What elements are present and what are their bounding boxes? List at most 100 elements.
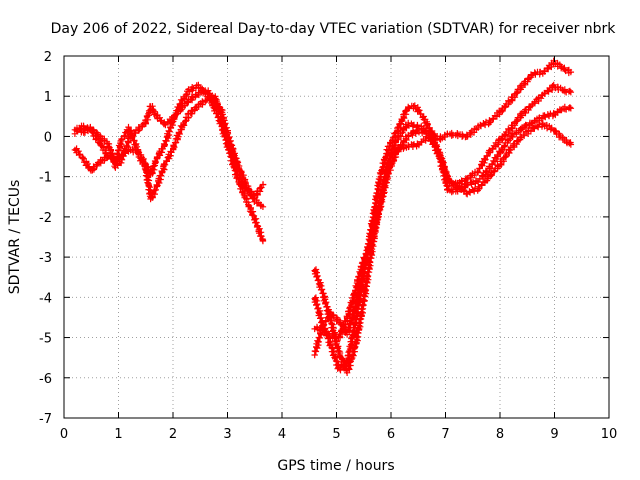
x-tick-label: 2 (169, 427, 177, 442)
data-marker-run (495, 97, 514, 116)
data-marker-run (352, 266, 368, 310)
data-marker (259, 237, 267, 245)
data-marker-run (486, 149, 504, 172)
data-marker-run (360, 233, 376, 272)
series-track-6 (311, 102, 575, 374)
data-marker-run (529, 68, 546, 79)
data-marker-run (96, 138, 110, 157)
series-track-2 (71, 93, 267, 211)
data-marker-run (87, 125, 102, 146)
data-marker-run (529, 91, 546, 109)
data-marker-run (327, 308, 342, 325)
series-track-3 (71, 81, 267, 245)
x-tick-label: 3 (223, 427, 231, 442)
data-marker-run (518, 100, 536, 119)
data-marker-run (550, 106, 565, 119)
series-track-8 (311, 81, 575, 359)
data-marker (567, 105, 575, 112)
data-marker-run (436, 151, 452, 183)
data-marker-run (177, 88, 193, 107)
data-marker-run (486, 109, 503, 126)
x-tick-label: 1 (114, 427, 122, 442)
data-marker-run (376, 164, 392, 205)
data-marker-run (559, 64, 573, 77)
x-tick-label: 9 (550, 427, 558, 442)
data-marker-run (529, 112, 547, 127)
data-marker-run (474, 165, 493, 186)
data-marker-run (367, 175, 384, 229)
data-points (71, 57, 575, 376)
data-marker-run (495, 125, 514, 144)
data-marker-run (376, 146, 392, 181)
data-marker-run (160, 145, 177, 168)
data-marker-run (147, 183, 161, 203)
data-marker-run (251, 215, 267, 244)
y-tick-label: 2 (44, 50, 52, 65)
y-axis-title: SDTVAR / TECUs (7, 180, 23, 295)
data-marker-run (202, 89, 217, 109)
x-tick-label: 10 (601, 427, 618, 442)
data-marker-run (474, 118, 492, 131)
data-marker-run (474, 149, 492, 176)
y-tick-label: -5 (39, 332, 52, 347)
data-marker-run (508, 125, 524, 141)
data-marker (567, 141, 575, 148)
data-marker (259, 203, 267, 211)
x-axis-title: GPS time / hours (277, 458, 394, 474)
data-marker-run (311, 324, 326, 359)
data-marker-run (508, 82, 524, 104)
x-tick-label: 6 (387, 427, 395, 442)
x-tick-label: 4 (278, 427, 286, 442)
data-marker-run (79, 155, 95, 174)
y-tick-label: -6 (39, 372, 52, 387)
data-marker-run (559, 86, 574, 96)
y-tick-labels: -7 -6 -5 -4 -3 -2 -1 0 1 2 (39, 50, 52, 427)
data-marker-run (426, 134, 444, 157)
y-tick-label: 0 (44, 130, 52, 145)
y-tick-label: -4 (39, 291, 52, 306)
data-marker-run (210, 103, 226, 130)
data-marker-run (251, 197, 265, 210)
data-marker-run (405, 127, 420, 140)
y-tick-label: -1 (39, 171, 52, 186)
data-marker-run (112, 137, 125, 167)
y-tick-label: -7 (39, 412, 52, 427)
data-marker-run (327, 341, 342, 372)
data-marker-run (539, 119, 558, 134)
data-marker-run (508, 110, 524, 132)
data-marker-run (518, 124, 536, 141)
data-marker-run (384, 130, 400, 154)
data-marker-run (392, 106, 411, 136)
y-tick-label: -3 (39, 251, 52, 266)
series-track-4 (218, 121, 267, 202)
data-marker-run (319, 311, 334, 329)
data-marker-run (251, 181, 267, 202)
data-marker-run (125, 123, 142, 153)
axis-ticks (63, 55, 610, 419)
data-marker-run (343, 319, 359, 366)
y-tick-label: -2 (39, 211, 52, 226)
x-tick-label: 5 (332, 427, 340, 442)
data-marker-run (367, 198, 384, 241)
data-marker-run (343, 303, 359, 338)
data-marker-run (463, 177, 480, 189)
data-marker-run (153, 162, 168, 190)
data-marker (259, 181, 267, 188)
data-marker-run (147, 155, 161, 178)
data-marker-run (463, 122, 482, 140)
data-marker-run (234, 168, 250, 192)
data-marker-run (210, 93, 225, 118)
data-marker-run (485, 161, 503, 180)
x-tick-label: 8 (496, 427, 504, 442)
chart-title: Day 206 of 2022, Sidereal Day-to-day VTE… (51, 21, 617, 37)
data-marker-run (495, 133, 514, 156)
data-marker-run (243, 198, 259, 223)
data-marker-run (541, 59, 557, 75)
x-tick-label: 0 (60, 427, 68, 442)
data-marker-run (311, 266, 327, 297)
data-marker-run (177, 110, 192, 133)
data-marker-run (452, 183, 470, 197)
data-marker-run (352, 298, 368, 350)
x-tick-label: 7 (441, 427, 449, 442)
